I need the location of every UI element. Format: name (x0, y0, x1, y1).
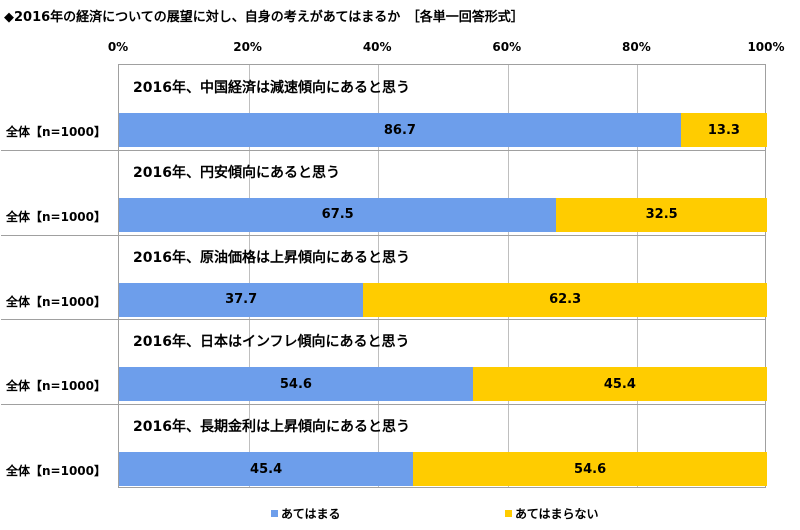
bar-segment-applies: 37.7 (119, 282, 364, 317)
gridline (378, 65, 380, 487)
group-separator (1, 319, 765, 321)
bar-segment-not-applies: 54.6 (413, 452, 767, 487)
gridline (507, 65, 509, 487)
x-tick-label: 60% (492, 40, 522, 54)
question-label: 2016年、日本はインフレ傾向にあると思う (133, 334, 410, 351)
question-label: 2016年、原油価格は上昇傾向にあると思う (133, 249, 410, 266)
legend-label: あてはまる (281, 507, 341, 521)
row-label: 全体【n=1000】 (6, 464, 106, 479)
legend-label: あてはまらない (515, 507, 599, 521)
bar-segment-not-applies: 13.3 (680, 113, 767, 147)
x-tick-label: 20% (233, 40, 262, 54)
bar-segment-applies: 67.5 (119, 197, 557, 232)
group-separator (1, 234, 765, 236)
question-label: 2016年、中国経済は減速傾向にあると思う (133, 80, 410, 96)
x-tick-label: 0% (107, 40, 129, 54)
x-tick-label: 80% (622, 40, 651, 54)
x-tick-label: 40% (362, 40, 392, 54)
legend-item: あてはまらない (505, 505, 599, 522)
legend-item: あてはまる (271, 505, 341, 522)
row-label: 全体【n=1000】 (6, 294, 106, 309)
bar-segment-applies: 86.7 (119, 113, 681, 147)
bar-segment-not-applies: 32.5 (556, 197, 767, 232)
row-label: 全体【n=1000】 (6, 379, 106, 394)
row-label: 全体【n=1000】 (6, 125, 106, 139)
group-separator (1, 404, 765, 406)
gridline (248, 65, 250, 487)
legend-swatch (505, 510, 512, 517)
plot-area: 2016年、中国経済は減速傾向にあると思う 86.7 13.3 2016年、円安傾向に… (1, 64, 767, 488)
bar-segment-applies: 45.4 (119, 452, 414, 487)
bar-segment-not-applies: 45.4 (472, 367, 767, 402)
group-separator (1, 149, 765, 151)
bar-segment-not-applies: 62.3 (363, 282, 767, 317)
chart-title: ◆2016年の経済についての展望に対し、自身の考えがあてはまるか ［各単一回答形… (4, 10, 524, 25)
gridline (637, 65, 639, 487)
row-label: 全体【n=1000】 (6, 209, 106, 224)
question-label: 2016年、円安傾向にあると思う (133, 164, 340, 181)
legend-swatch (271, 510, 278, 517)
bar-segment-applies: 54.6 (119, 367, 473, 402)
question-label: 2016年、長期金利は上昇傾向にあると思う (133, 419, 410, 436)
x-tick-label: 100% (747, 40, 785, 54)
